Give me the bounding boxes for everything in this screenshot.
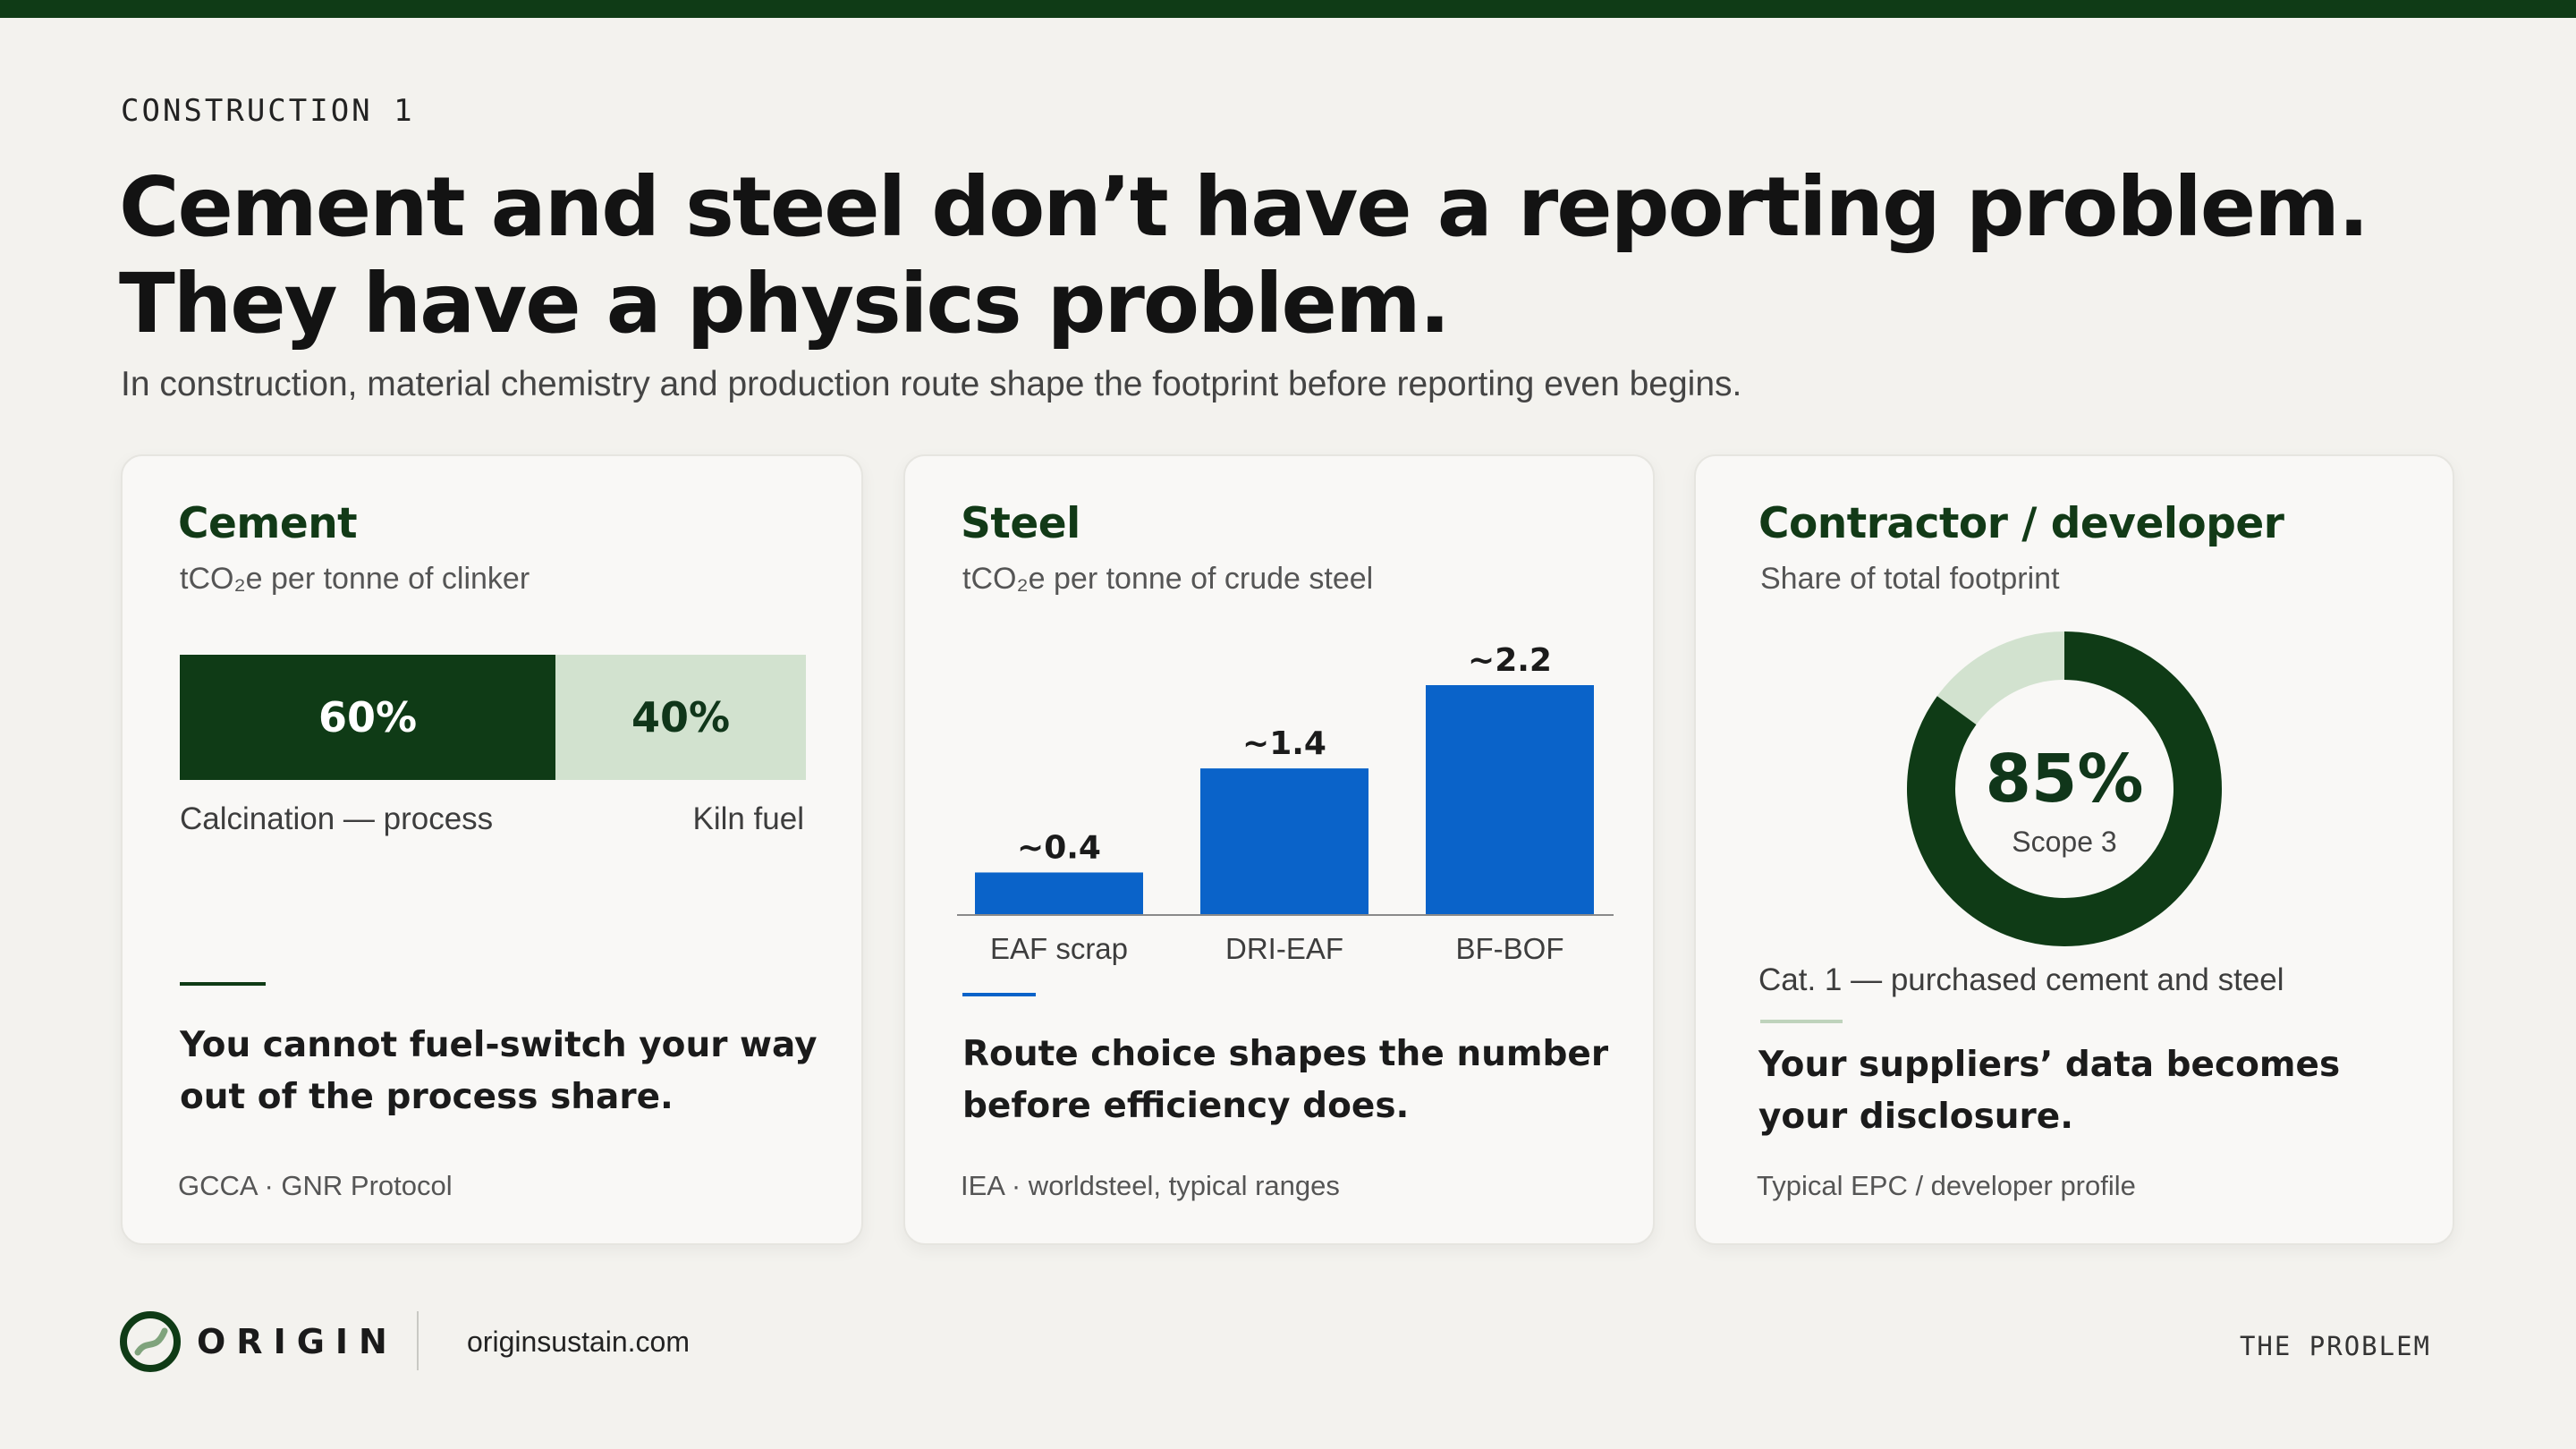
donut-scope3-arc [1907, 631, 2222, 946]
cement-takeaway: You cannot fuel-switch your way out of t… [180, 1020, 818, 1123]
steel-unit: tCO₂e per tonne of crude steel [962, 562, 1374, 596]
donut-center-value: 85% [1985, 741, 2143, 818]
footer-divider [417, 1311, 419, 1370]
cement-takeaway-line-2: out of the process share. [180, 1077, 674, 1117]
steel-source: IEA · worldsteel, typical ranges [961, 1170, 1340, 1201]
cement-process-value: 60% [318, 693, 418, 741]
contractor-unit: Share of total footprint [1760, 562, 2060, 596]
steel-bar-value-label: ~2.2 [1468, 642, 1552, 679]
page-title: Cement and steel don’t have a reporting … [119, 159, 2445, 352]
steel-bar-chart: ~0.4 EAF scrap ~1.4 DRI-EAF ~2.2 BF-BOF [957, 642, 1614, 965]
contractor-takeaway-line-2: your disclosure. [1758, 1097, 2074, 1137]
cement-title: Cement [178, 499, 358, 548]
cement-fuel-value: 40% [631, 693, 731, 741]
steel-bar [1426, 685, 1594, 914]
brand-wordmark: ORIGIN [197, 1322, 398, 1361]
cement-card: Cement tCO₂e per tonne of clinker 60% 40… [121, 454, 863, 1245]
steel-card: Steel tCO₂e per tonne of crude steel ~0.… [903, 454, 1655, 1245]
section-label: THE PROBLEM [2239, 1331, 2431, 1361]
cement-source: GCCA · GNR Protocol [178, 1170, 453, 1201]
donut-center-label: Scope 3 [2012, 826, 2116, 858]
title-line-1: Cement and steel don’t have a reporting … [119, 159, 2369, 255]
cement-rule [180, 982, 266, 986]
cement-unit: tCO₂e per tonne of clinker [180, 562, 530, 596]
contractor-card: Contractor / developer Share of total fo… [1694, 454, 2454, 1245]
top-accent-bar [0, 0, 2576, 18]
steel-bar [975, 872, 1143, 914]
contractor-rule [1760, 1020, 1843, 1023]
steel-bar-value-label: ~0.4 [1017, 829, 1101, 866]
steel-bar-value-label: ~1.4 [1242, 725, 1326, 762]
contractor-title: Contractor / developer [1758, 499, 2284, 548]
steel-category-label: DRI-EAF [1225, 932, 1343, 965]
page-subtitle: In construction, material chemistry and … [121, 365, 1742, 403]
scope3-donut-chart: 85% Scope 3 [1907, 631, 2222, 946]
steel-category-label: EAF scrap [990, 932, 1128, 965]
cement-process-label: Calcination — process [180, 801, 494, 836]
contractor-takeaway-line-1: Your suppliers’ data becomes [1758, 1045, 2341, 1085]
steel-takeaway-line-1: Route choice shapes the number [962, 1034, 1609, 1074]
cement-fuel-label: Kiln fuel [692, 801, 804, 836]
website-link[interactable]: originsustain.com [467, 1326, 690, 1358]
steel-title: Steel [961, 499, 1080, 548]
title-line-2: They have a physics problem. [119, 256, 1451, 352]
origin-logo-icon [120, 1311, 181, 1372]
cement-fuel-segment: 40% [555, 655, 806, 780]
contractor-category: Cat. 1 — purchased cement and steel [1758, 962, 2284, 997]
cement-process-segment: 60% [180, 655, 555, 780]
steel-rule [962, 993, 1036, 996]
steel-takeaway-line-2: before efficiency does. [962, 1086, 1410, 1126]
cement-takeaway-line-1: You cannot fuel-switch your way [180, 1025, 818, 1065]
steel-category-label: BF-BOF [1456, 932, 1564, 965]
contractor-takeaway: Your suppliers’ data becomes your disclo… [1758, 1039, 2340, 1143]
eyebrow-label: CONSTRUCTION 1 [121, 93, 415, 129]
cement-split-bar: 60% 40% [180, 655, 806, 780]
steel-bar [1200, 768, 1368, 914]
contractor-source: Typical EPC / developer profile [1757, 1170, 2136, 1201]
steel-takeaway: Route choice shapes the number before ef… [962, 1029, 1608, 1132]
